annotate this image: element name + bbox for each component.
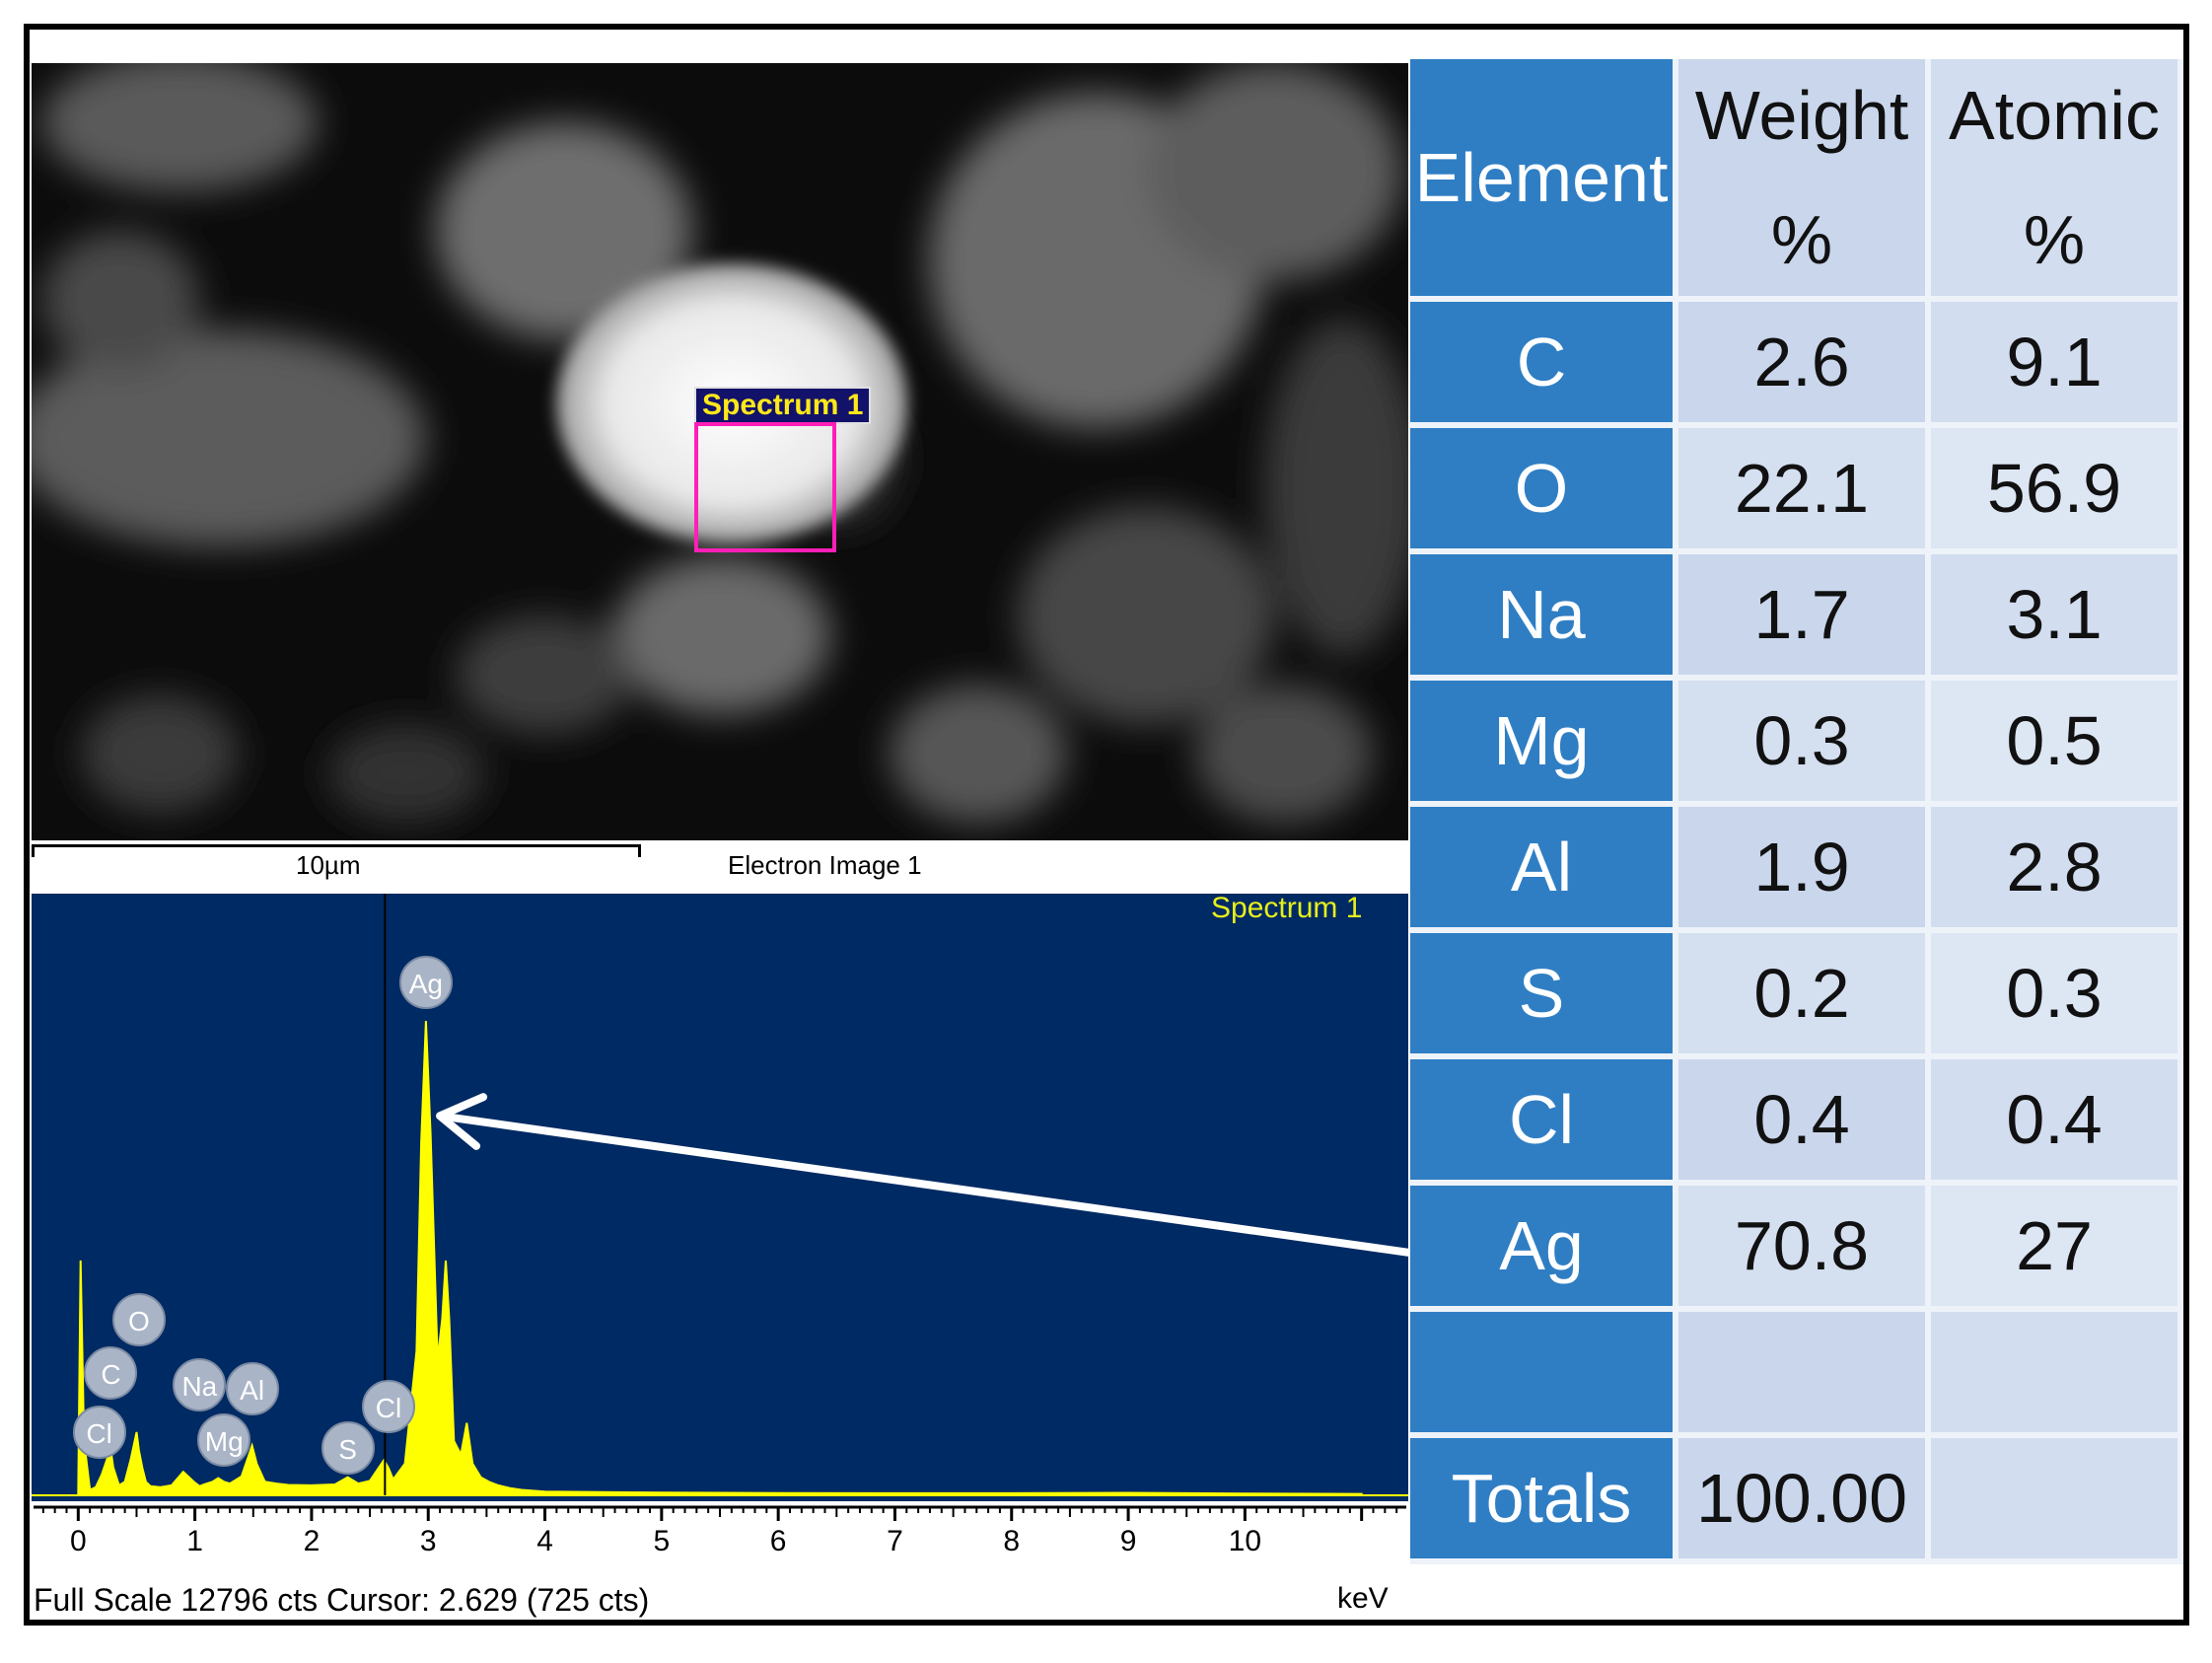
x-tick-label: 6 xyxy=(769,1525,787,1557)
table-row: Na 1.7 3.1 xyxy=(1410,554,2183,681)
header-weight: Weight % xyxy=(1678,59,1931,302)
x-tick-label: 1 xyxy=(186,1525,203,1557)
element-cell: Cl xyxy=(1410,1059,1678,1186)
atomic-cell: 9.1 xyxy=(1931,302,2183,428)
atomic-cell: 0.5 xyxy=(1931,681,2183,807)
peak-label-badge: Al xyxy=(225,1362,279,1415)
element-cell: Na xyxy=(1410,554,1678,681)
table-row: Al 1.9 2.8 xyxy=(1410,807,2183,933)
atomic-cell: 2.8 xyxy=(1931,807,2183,933)
table-body: C 2.6 9.1 O 22.1 56.9 Na 1.7 3.1 Mg 0.3 0.5 Al 1.9 2.8… xyxy=(1410,302,2183,1438)
spectrum-status-text: Full Scale 12796 cts Cursor: 2.629 (725 … xyxy=(34,1582,650,1618)
atomic-cell: 56.9 xyxy=(1931,428,2183,554)
peak-label-badge: Na xyxy=(173,1358,227,1411)
table-row: O 22.1 56.9 xyxy=(1410,428,2183,554)
weight-cell: 1.7 xyxy=(1678,554,1931,681)
element-cell: S xyxy=(1410,933,1678,1059)
totals-label: Totals xyxy=(1410,1438,1678,1564)
annotation-arrow-head xyxy=(436,1093,488,1150)
x-tick-label: 8 xyxy=(1003,1525,1021,1557)
weight-cell: 0.4 xyxy=(1678,1059,1931,1186)
element-cell: Al xyxy=(1410,807,1678,933)
scale-bar xyxy=(32,844,641,857)
table-row: Ag 70.8 27 xyxy=(1410,1186,2183,1312)
weight-cell: 0.3 xyxy=(1678,681,1931,807)
spectrum-title: Spectrum 1 xyxy=(1211,892,1363,924)
peak-label-badge: Ag xyxy=(398,956,453,1009)
weight-cell: 1.9 xyxy=(1678,807,1931,933)
spectrum-region-box[interactable] xyxy=(694,422,836,552)
atomic-cell: 0.4 xyxy=(1931,1059,2183,1186)
atomic-cell: 27 xyxy=(1931,1186,2183,1312)
header-weight-line2: % xyxy=(1770,201,1833,278)
element-cell xyxy=(1410,1312,1678,1438)
annotation-arrow-shaft xyxy=(439,1112,1453,1263)
peak-label-badge: Mg xyxy=(197,1413,251,1467)
peak-label-badge: Cl xyxy=(72,1406,126,1459)
atomic-cell xyxy=(1931,1312,2183,1438)
x-tick-label: 4 xyxy=(536,1525,553,1557)
x-tick-label: 3 xyxy=(419,1525,437,1557)
x-tick-label: 10 xyxy=(1228,1525,1262,1557)
weight-cell: 22.1 xyxy=(1678,428,1931,554)
electron-image-title: Electron Image 1 xyxy=(728,850,922,880)
atomic-cell: 0.3 xyxy=(1931,933,2183,1059)
element-cell: O xyxy=(1410,428,1678,554)
peak-label-badge: C xyxy=(84,1346,138,1400)
peak-label-badge: Cl xyxy=(362,1380,415,1433)
header-weight-line1: Weight xyxy=(1694,77,1909,154)
x-axis-unit: keV xyxy=(1337,1582,1389,1615)
table-row: Mg 0.3 0.5 xyxy=(1410,681,2183,807)
table-header-row: Element Weight % Atomic % xyxy=(1410,59,2183,302)
peak-label-badge: S xyxy=(321,1421,375,1475)
scale-bar-label: 10µm xyxy=(296,850,361,880)
header-atomic-line1: Atomic xyxy=(1949,77,2160,154)
composition-table: Element Weight % Atomic % C 2.6 9.1 O 22.1 56… xyxy=(1410,59,2183,1564)
totals-weight: 100.00 xyxy=(1678,1438,1931,1564)
table-row: S 0.2 0.3 xyxy=(1410,933,2183,1059)
table-totals-row: Totals 100.00 xyxy=(1410,1438,2183,1564)
header-element: Element xyxy=(1410,59,1678,302)
electron-image: Spectrum 1 xyxy=(32,63,1408,840)
x-tick-label: 2 xyxy=(303,1525,321,1557)
peak-label-badge: O xyxy=(111,1293,166,1346)
spectrum-series-0 xyxy=(77,1021,1363,1496)
totals-atomic xyxy=(1931,1438,2183,1564)
table-row xyxy=(1410,1312,2183,1438)
table-row: C 2.6 9.1 xyxy=(1410,302,2183,428)
x-tick-label: 7 xyxy=(887,1525,903,1557)
element-cell: Mg xyxy=(1410,681,1678,807)
x-tick-label: 9 xyxy=(1119,1525,1137,1557)
header-atomic: Atomic % xyxy=(1931,59,2183,302)
weight-cell xyxy=(1678,1312,1931,1438)
sem-micrograph xyxy=(32,63,1408,840)
header-atomic-line2: % xyxy=(2023,201,2086,278)
element-cell: Ag xyxy=(1410,1186,1678,1312)
atomic-cell: 3.1 xyxy=(1931,554,2183,681)
spectrum-axis-area xyxy=(32,1501,1408,1620)
weight-cell: 70.8 xyxy=(1678,1186,1931,1312)
element-cell: C xyxy=(1410,302,1678,428)
x-tick-label: 5 xyxy=(653,1525,671,1557)
weight-cell: 2.6 xyxy=(1678,302,1931,428)
x-tick-label: 0 xyxy=(69,1525,87,1557)
weight-cell: 0.2 xyxy=(1678,933,1931,1059)
header-element-line1: Element xyxy=(1414,139,1669,216)
table-row: Cl 0.4 0.4 xyxy=(1410,1059,2183,1186)
